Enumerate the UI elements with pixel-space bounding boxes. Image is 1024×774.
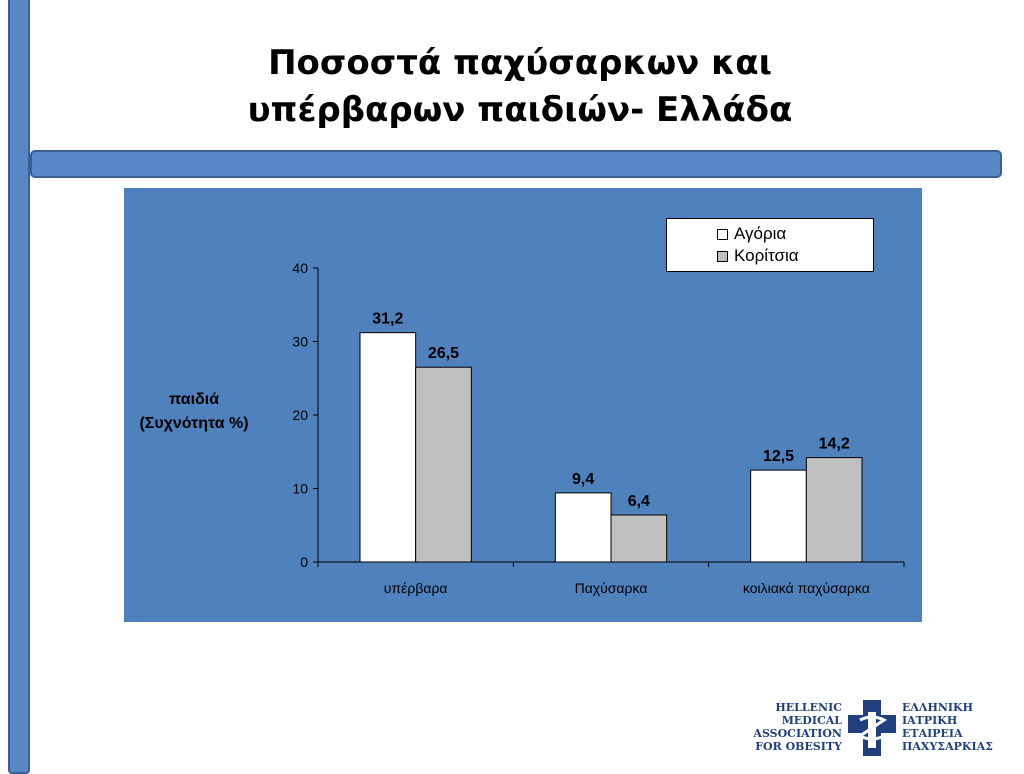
logo-text-greek-line: ΕΤΑΙΡΕΙΑ [902,727,963,740]
x-tick-label: Παχύσαρκα [575,580,648,596]
logo-text-english-line: HELLENIC [775,701,842,714]
data-label: 12,5 [763,448,794,465]
y-axis-label-line-1: παιδιά [168,391,220,408]
y-tick-label: 0 [300,554,308,570]
data-label: 31,2 [372,311,403,328]
bar-boys [359,332,417,563]
logo-text-english-line: FOR OBESITY [755,740,842,753]
bar-boys [554,492,612,563]
y-tick-label: 20 [292,407,308,423]
y-tick-label: 10 [292,481,308,497]
y-tick-label: 40 [292,260,308,276]
medical-cross-icon [848,700,896,756]
bar-chart: 0 10 20 30 40 31,2 26,5 υπέρβαρα 9,4 6,4 Παχύσαρκα… [124,188,922,622]
horizontal-accent-bar [30,150,1002,178]
bar-girls [805,457,863,563]
bar-girls [415,366,472,563]
x-tick-label: κοιλιακά παχύσαρκα [743,580,870,596]
chart-canvas: 0 10 20 30 40 31,2 26,5 υπέρβαρα 9,4 6,4 Παχύσαρκα… [292,260,905,596]
legend-swatch-boys [717,228,728,240]
chart-legend: Αγόρια Κορίτσια [666,218,874,272]
organization-logo: HELLENIC MEDICAL ASSOCIATION FOR OBESITY… [746,698,1006,760]
logo-text-greek-line: ΕΛΛΗΝΙΚΗ [902,701,974,714]
logo-text-greek-line: ΠΑΧΥΣΑΡΚΙΑΣ [902,740,993,753]
x-tick-label: υπέρβαρα [384,580,448,596]
legend-item-girls: Κορίτσια [717,245,873,267]
bar-girls [610,514,668,563]
logo-text-english-line: ASSOCIATION [753,727,842,740]
data-label: 9,4 [572,471,594,488]
slide-title: Ποσοστά παχύσαρκων και υπέρβαρων παιδιών… [60,40,980,134]
y-axis-label-line-2: (Συχνότητα %) [139,415,249,432]
y-tick-label: 30 [292,334,308,350]
data-label: 26,5 [428,345,459,362]
y-axis-label: παιδιά (Συχνότητα %) [124,388,264,436]
logo-text-greek: ΕΛΛΗΝΙΚΗ ΙΑΤΡΙΚΗ ΕΤΑΙΡΕΙΑ ΠΑΧΥΣΑΡΚΙΑΣ [902,701,1006,753]
data-label: 14,2 [819,436,850,453]
legend-swatch-girls [717,250,728,262]
vertical-accent-bar [8,0,30,774]
legend-label-boys: Αγόρια [734,224,787,243]
legend-label-girls: Κορίτσια [734,246,799,265]
logo-text-english: HELLENIC MEDICAL ASSOCIATION FOR OBESITY [746,701,842,753]
bar-boys [750,469,807,563]
logo-text-english-line: MEDICAL [781,714,842,727]
slide-title-line-2: υπέρβαρων παιδιών- Ελλάδα [247,90,793,130]
legend-item-boys: Αγόρια [717,223,873,245]
logo-text-greek-line: ΙΑΤΡΙΚΗ [902,714,958,727]
data-label: 6,4 [628,493,650,510]
slide-title-line-1: Ποσοστά παχύσαρκων και [268,43,772,83]
